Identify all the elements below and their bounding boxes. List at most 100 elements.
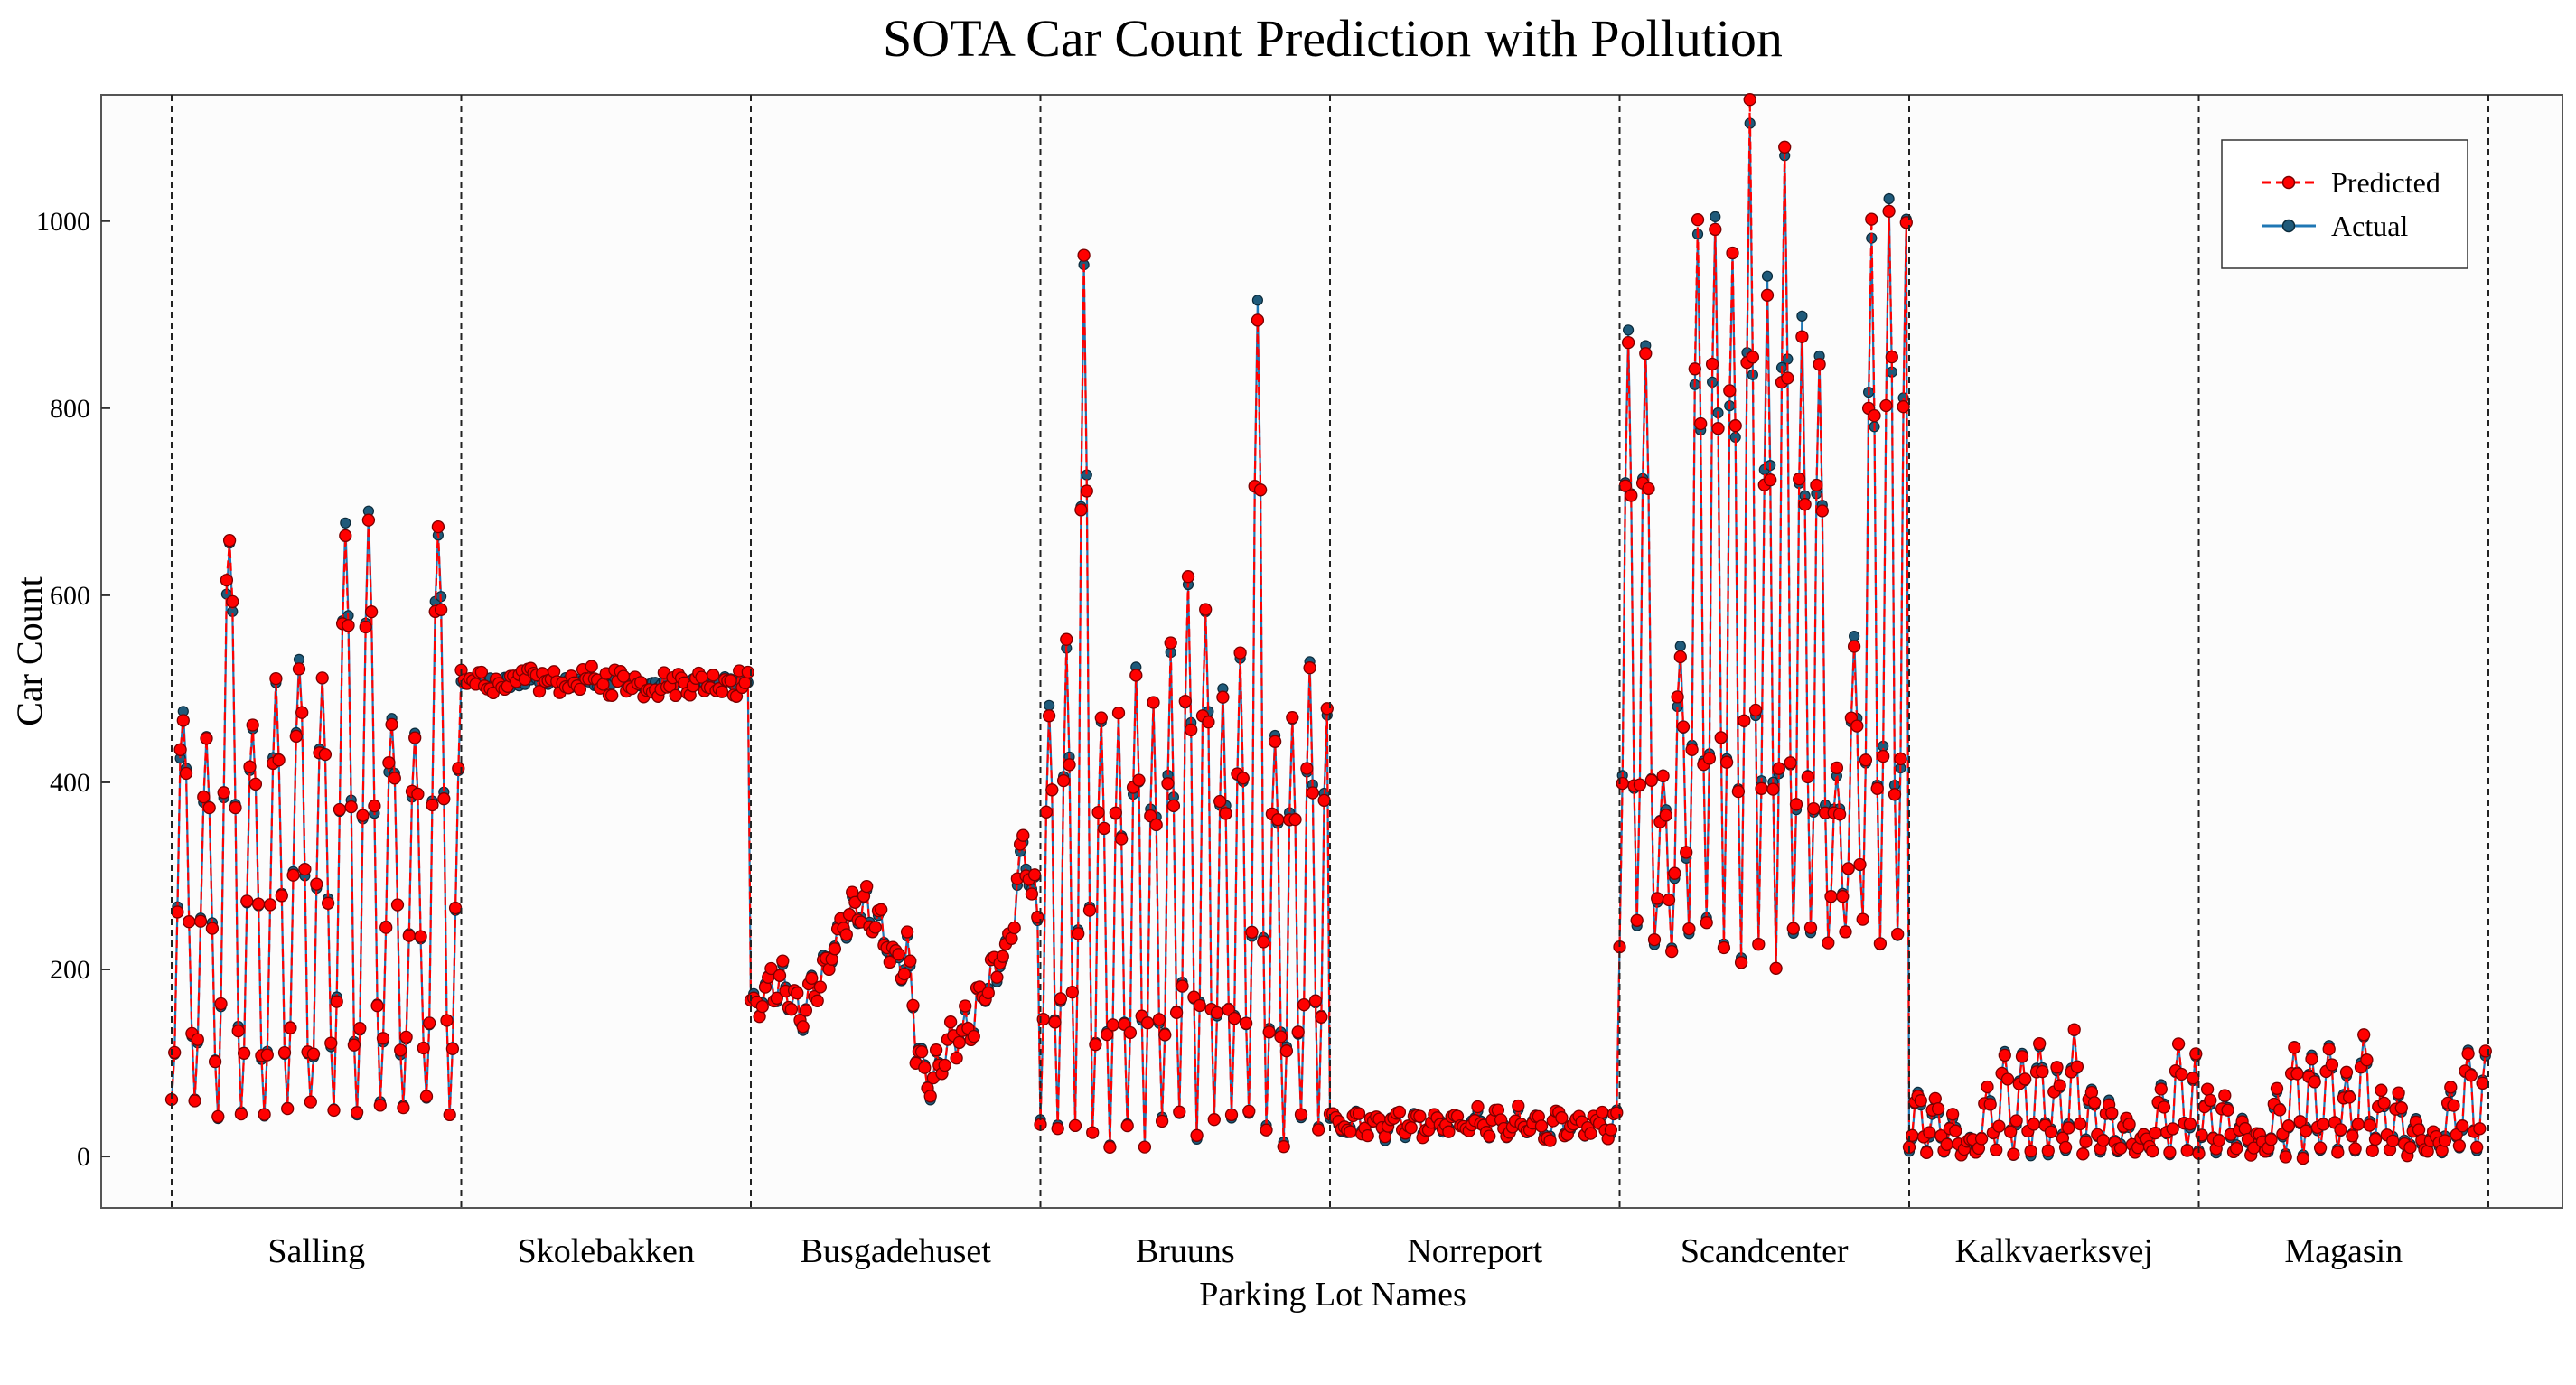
predicted-point	[2175, 1067, 2188, 1081]
predicted-point	[1216, 690, 1230, 704]
predicted-point	[2041, 1144, 2055, 1157]
predicted-point	[310, 877, 323, 891]
y-axis-label: Car Count	[9, 576, 50, 726]
predicted-point	[390, 898, 405, 912]
predicted-point	[1983, 1098, 1997, 1111]
predicted-point	[2447, 1099, 2460, 1112]
predicted-point	[229, 800, 242, 815]
predicted-point	[1297, 997, 1311, 1012]
predicted-point	[2166, 1122, 2179, 1136]
predicted-point	[1288, 812, 1302, 827]
predicted-point	[1413, 1109, 1427, 1123]
predicted-point	[211, 1109, 225, 1124]
predicted-point	[1132, 773, 1146, 787]
predicted-point	[1144, 809, 1157, 823]
predicted-point	[333, 802, 347, 817]
predicted-point	[1847, 640, 1861, 653]
predicted-point	[2033, 1036, 2047, 1051]
predicted-point	[1813, 358, 1826, 371]
predicted-point	[1868, 408, 1881, 423]
predicted-point	[2403, 1140, 2417, 1155]
predicted-point	[2186, 1072, 2200, 1085]
predicted-point	[1161, 777, 1175, 791]
predicted-point	[875, 903, 888, 916]
predicted-point	[1072, 927, 1085, 940]
predicted-point	[342, 619, 355, 632]
predicted-point	[990, 970, 1004, 984]
predicted-point	[231, 1024, 245, 1038]
predicted-point	[2317, 1118, 2330, 1131]
predicted-point	[402, 929, 416, 942]
predicted-point	[1312, 1123, 1325, 1137]
predicted-point	[1245, 925, 1259, 939]
x-category-label: Norreport	[1407, 1232, 1542, 1270]
y-tick-label: 1000	[36, 207, 90, 237]
predicted-point	[193, 914, 208, 928]
predicted-point	[176, 714, 190, 727]
y-axis: 0 200 400 600 800 1000	[36, 207, 110, 1172]
predicted-point	[452, 762, 465, 775]
predicted-point	[1042, 709, 1056, 723]
predicted-point	[1213, 794, 1227, 809]
predicted-point	[2070, 1060, 2084, 1073]
predicted-point	[286, 868, 300, 882]
predicted-point	[1822, 936, 1835, 950]
predicted-point	[784, 1003, 799, 1016]
x-category-label: Bruuns	[1136, 1232, 1235, 1270]
predicted-point	[1483, 1129, 1496, 1143]
legend-box	[2221, 139, 2468, 269]
predicted-point	[1700, 916, 1713, 930]
predicted-point	[376, 1032, 390, 1045]
predicted-point	[1181, 570, 1195, 584]
predicted-point	[1471, 1100, 1485, 1114]
predicted-point	[2394, 1101, 2408, 1115]
predicted-point	[1839, 925, 1852, 939]
predicted-point	[1242, 1104, 1256, 1118]
predicted-point	[2375, 1083, 2388, 1097]
predicted-point	[900, 925, 914, 939]
predicted-point	[1764, 473, 1777, 487]
predicted-point	[1109, 806, 1122, 819]
x-category-label: Salling	[267, 1232, 365, 1270]
predicted-point	[1320, 702, 1334, 716]
predicted-point	[532, 685, 547, 698]
predicted-point	[2363, 1118, 2376, 1132]
predicted-point	[2096, 1134, 2110, 1147]
predicted-point	[1103, 1140, 1117, 1154]
predicted-point	[2331, 1146, 2345, 1159]
predicted-point	[1199, 603, 1213, 616]
predicted-point	[1981, 1080, 1994, 1094]
predicted-point	[373, 1099, 387, 1112]
predicted-point	[1178, 695, 1192, 708]
predicted-point	[1031, 911, 1044, 924]
predicted-point	[2281, 1119, 2296, 1133]
predicted-point	[2473, 1122, 2487, 1136]
predicted-point	[669, 688, 682, 703]
y-tick-label: 600	[50, 581, 90, 611]
predicted-point	[1274, 1030, 1288, 1043]
x-category-label: Scandcenter	[1681, 1232, 1849, 1270]
x-axis-label: Parking Lot Names	[1199, 1276, 1466, 1314]
predicted-point	[1596, 1105, 1609, 1119]
predicted-point	[1781, 371, 1794, 385]
predicted-point	[1832, 808, 1847, 821]
predicted-point	[2293, 1115, 2307, 1128]
predicted-point	[202, 800, 216, 815]
predicted-point	[981, 986, 995, 1000]
predicted-point	[1063, 758, 1076, 772]
predicted-point	[188, 1094, 201, 1108]
predicted-point	[729, 689, 744, 703]
predicted-point	[1714, 731, 1728, 744]
predicted-point	[2076, 1147, 2090, 1161]
predicted-point	[251, 897, 266, 911]
y-tick-label: 800	[50, 394, 90, 424]
predicted-point	[1060, 632, 1073, 646]
predicted-point	[1352, 1107, 1366, 1120]
predicted-point	[1555, 1111, 1569, 1125]
predicted-point	[2325, 1058, 2339, 1072]
predicted-point	[318, 747, 333, 762]
predicted-point	[1025, 887, 1039, 901]
predicted-point	[2230, 1142, 2243, 1156]
predicted-point	[1152, 1013, 1166, 1026]
predicted-point	[1865, 212, 1878, 226]
